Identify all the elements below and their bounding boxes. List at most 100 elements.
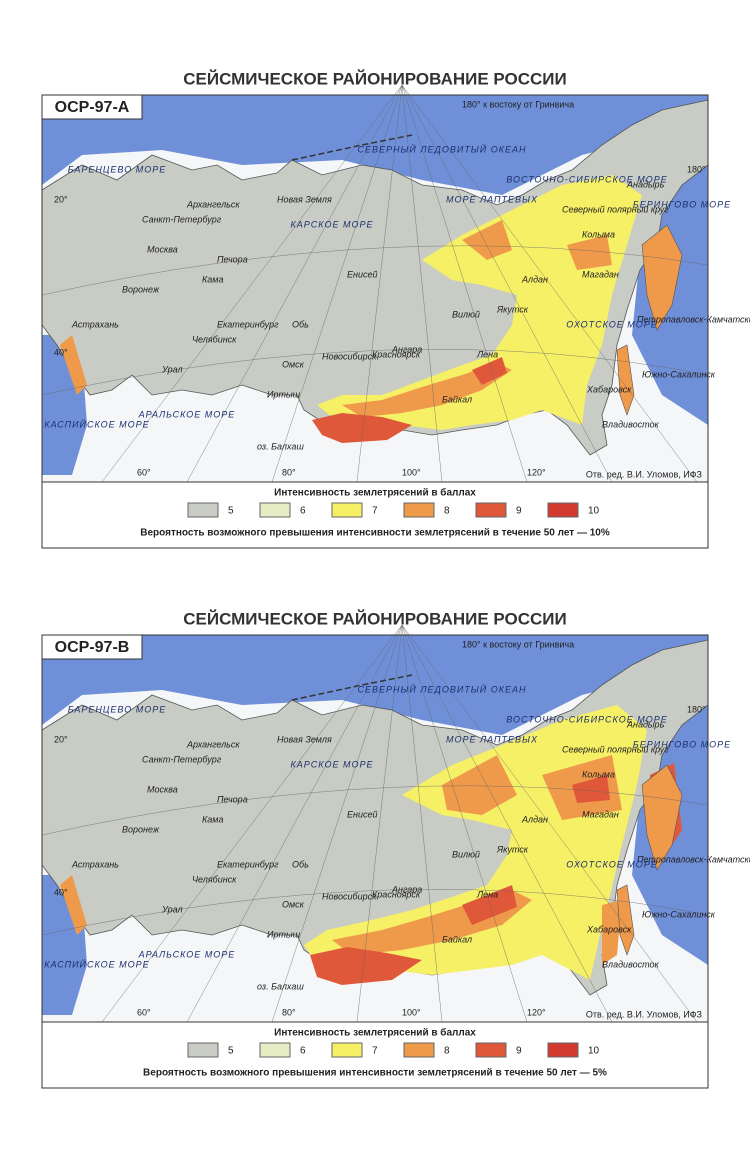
legend-label: 6: [300, 506, 306, 517]
place-label: Енисей: [347, 269, 377, 279]
sakhalin: [616, 884, 635, 956]
legend-label: 9: [516, 1046, 522, 1057]
map-title: СЕЙСМИЧЕСКОЕ РАЙОНИРОВАНИЕ РОССИИ: [183, 69, 566, 88]
place-label: Астрахань: [71, 319, 119, 329]
place-label: Лена: [476, 349, 498, 359]
legend-label: 10: [588, 506, 600, 517]
border: [291, 134, 413, 161]
place-label: оз. Балхаш: [257, 981, 304, 991]
place-label: Магадан: [582, 809, 619, 819]
map-panel: СЕЙСМИЧЕСКОЕ РАЙОНИРОВАНИЕ РОССИИ Москва С…: [41, 609, 750, 1089]
grid-label: 120°: [527, 1007, 546, 1017]
grid-label: 100°: [402, 467, 421, 477]
border: [291, 674, 413, 701]
sea-label: АРАЛЬСКОЕ МОРЕ: [138, 409, 236, 419]
west-zone: [60, 875, 87, 935]
place-label: Санкт-Петербург: [142, 754, 222, 764]
sea-label: МОРЕ ЛАПТЕВЫХ: [446, 194, 538, 204]
place-label: Владивосток: [602, 419, 659, 429]
place-label: Ангара: [391, 884, 422, 894]
place-label: Воронеж: [122, 284, 160, 294]
sea-label: ОХОТСКОЕ МОРЕ: [566, 859, 658, 869]
place-label: Алдан: [521, 814, 548, 824]
place-label: Архангельск: [186, 199, 240, 209]
place-label: Хабаровск: [586, 384, 632, 394]
sea-label: ОХОТСКОЕ МОРЕ: [566, 319, 658, 329]
meridian: [401, 624, 443, 1023]
grid-label: 180°: [687, 704, 706, 714]
meridian: [101, 624, 403, 1023]
place-label: Байкал: [442, 394, 472, 404]
kamchatka: [641, 764, 683, 871]
place-label: Печора: [217, 794, 248, 804]
legend-caption: Вероятность возможного превышения интенс…: [140, 528, 610, 539]
grid-label: 40°: [54, 347, 68, 357]
map: Москва Санкт-Петербург Воронеж Астрахань Арх…: [41, 624, 750, 1023]
place-label: Челябинск: [192, 334, 237, 344]
map-id-box: [41, 94, 143, 120]
legend-label: 5: [228, 506, 234, 517]
place-label: Магадан: [582, 269, 619, 279]
place-label: Иртыш: [267, 929, 301, 939]
legend-swatch: [187, 1042, 219, 1058]
place-label: Петропавловск-Камчатский: [637, 314, 750, 324]
legend-swatch: [403, 502, 435, 518]
parallel: [41, 785, 709, 836]
map-id: ОСР-97-В: [55, 639, 130, 656]
place-label: Якутск: [496, 304, 529, 314]
west-zone: [60, 335, 87, 395]
legend-swatch: [475, 502, 507, 518]
place-label: Новосибирск: [322, 351, 377, 361]
map-id-box: [41, 634, 143, 660]
place-label: Печора: [217, 254, 248, 264]
meridian-note: 180° к востоку от Гринвича: [462, 99, 574, 109]
place-label: Санкт-Петербург: [142, 214, 222, 224]
legend-title: Интенсивность землетрясений в баллах: [274, 1027, 476, 1039]
meridian: [356, 84, 403, 483]
meridian-note: 180° к востоку от Гринвича: [462, 639, 574, 649]
place-label: Вилюй: [452, 849, 480, 859]
meridian: [401, 84, 528, 483]
sea-label: БЕРИНГОВО МОРЕ: [633, 739, 731, 749]
place-label: Урал: [161, 364, 183, 374]
place-label: Байкал: [442, 934, 472, 944]
legend-swatch: [475, 1042, 507, 1058]
map-title: СЕЙСМИЧЕСКОЕ РАЙОНИРОВАНИЕ РОССИИ: [183, 609, 566, 628]
sea-label: ВОСТОЧНО-СИБИРСКОЕ МОРЕ: [506, 714, 668, 724]
meridian: [401, 84, 443, 483]
place-label: Новая Земля: [277, 734, 332, 744]
credit: Отв. ред. В.И. Уломов, ИФЗ: [586, 1009, 702, 1019]
place-label: Владивосток: [602, 959, 659, 969]
legend-swatch: [547, 502, 579, 518]
place-label: Астрахань: [71, 859, 119, 869]
place-label: Москва: [147, 784, 178, 794]
place-label: оз. Балхаш: [257, 441, 304, 451]
parallel: [41, 349, 709, 396]
place-label: Екатеринбург: [217, 859, 279, 869]
map-panel: СЕЙСМИЧЕСКОЕ РАЙОНИРОВАНИЕ РОССИИ Москва С…: [41, 69, 750, 549]
grid-label: 60°: [137, 1007, 151, 1017]
zone-8: [342, 220, 612, 417]
place-label: Ангара: [391, 344, 422, 354]
legend-swatch: [259, 1042, 291, 1058]
legend-caption: Вероятность возможного превышения интенс…: [143, 1068, 607, 1079]
legend-label: 10: [588, 1046, 600, 1057]
meridian: [401, 624, 698, 1023]
legend-swatch: [403, 1042, 435, 1058]
sea-label: КАРСКОЕ МОРЕ: [290, 759, 373, 769]
place-label: Урал: [161, 904, 183, 914]
place-label: Екатеринбург: [217, 319, 279, 329]
place-label: Анадырь: [626, 179, 665, 189]
place-label: Енисей: [347, 809, 377, 819]
meridian: [101, 84, 403, 483]
legend-title: Интенсивность землетрясений в баллах: [274, 487, 476, 499]
sea-label: КАРСКОЕ МОРЕ: [290, 219, 373, 229]
sea-label: СЕВЕРНЫЙ ЛЕДОВИТЫЙ ОКЕАН: [357, 683, 526, 694]
place-label: Хабаровск: [586, 924, 632, 934]
zone-9: [310, 763, 682, 985]
place-label: Кама: [202, 814, 224, 824]
place-label: Красноярск: [372, 349, 421, 359]
place-label: Южно-Сахалинск: [642, 909, 716, 919]
